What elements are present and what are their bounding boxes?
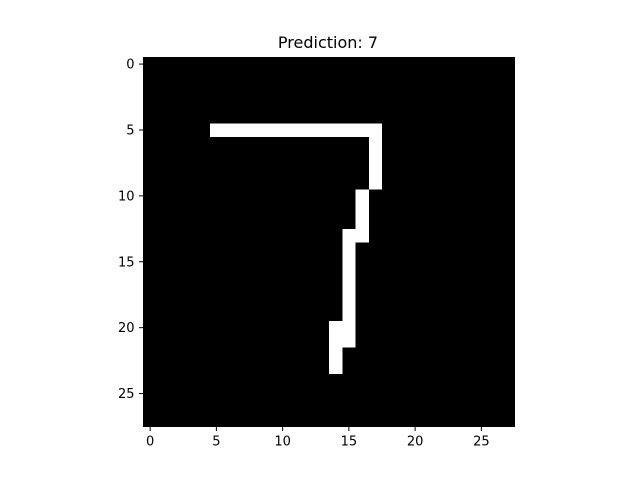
y-tick-label: 5 bbox=[126, 123, 134, 138]
pixel-run-row-15 bbox=[342, 255, 356, 269]
y-tick-label: 15 bbox=[118, 255, 135, 270]
pixel-run-row-6 bbox=[368, 136, 382, 151]
pixel-run-row-18 bbox=[342, 294, 356, 309]
axes-frame bbox=[143, 57, 515, 427]
x-axis: 0 5 10 15 20 25 bbox=[146, 426, 490, 450]
x-tick-label: 10 bbox=[274, 435, 291, 450]
pixel-run-row-5 bbox=[209, 123, 382, 137]
y-tick-label: 25 bbox=[118, 387, 135, 402]
y-axis: 0 5 10 15 20 25 bbox=[118, 58, 144, 402]
pixel-run-row-16 bbox=[342, 268, 356, 282]
pixel-run-row-10 bbox=[355, 189, 369, 203]
y-tick-label: 20 bbox=[118, 321, 135, 336]
pixel-run-row-17 bbox=[342, 281, 356, 296]
axes-spines bbox=[143, 57, 515, 427]
y-tick-label: 0 bbox=[126, 58, 134, 73]
pixel-run-row-22 bbox=[329, 347, 343, 361]
pixel-run-row-14 bbox=[342, 242, 356, 256]
pixel-run-row-23 bbox=[329, 360, 343, 375]
pixel-run-row-13 bbox=[342, 228, 369, 243]
chart-title: Prediction: 7 bbox=[278, 33, 378, 52]
x-tick-label: 5 bbox=[212, 435, 220, 450]
digit-image bbox=[143, 57, 515, 427]
y-tick-label: 10 bbox=[118, 189, 135, 204]
x-tick-label: 0 bbox=[146, 435, 154, 450]
pixel-run-row-19 bbox=[342, 307, 356, 322]
pixel-run-row-21 bbox=[329, 334, 356, 348]
x-tick-label: 25 bbox=[473, 435, 490, 450]
pixel-run-row-11 bbox=[355, 202, 369, 216]
pixel-run-row-20 bbox=[329, 321, 356, 335]
pixel-run-row-9 bbox=[368, 176, 382, 190]
pixel-run-row-8 bbox=[368, 162, 382, 177]
x-tick-label: 20 bbox=[407, 435, 424, 450]
x-tick-label: 15 bbox=[341, 435, 358, 450]
pixel-run-row-7 bbox=[368, 149, 382, 164]
pixel-run-row-12 bbox=[355, 215, 369, 230]
